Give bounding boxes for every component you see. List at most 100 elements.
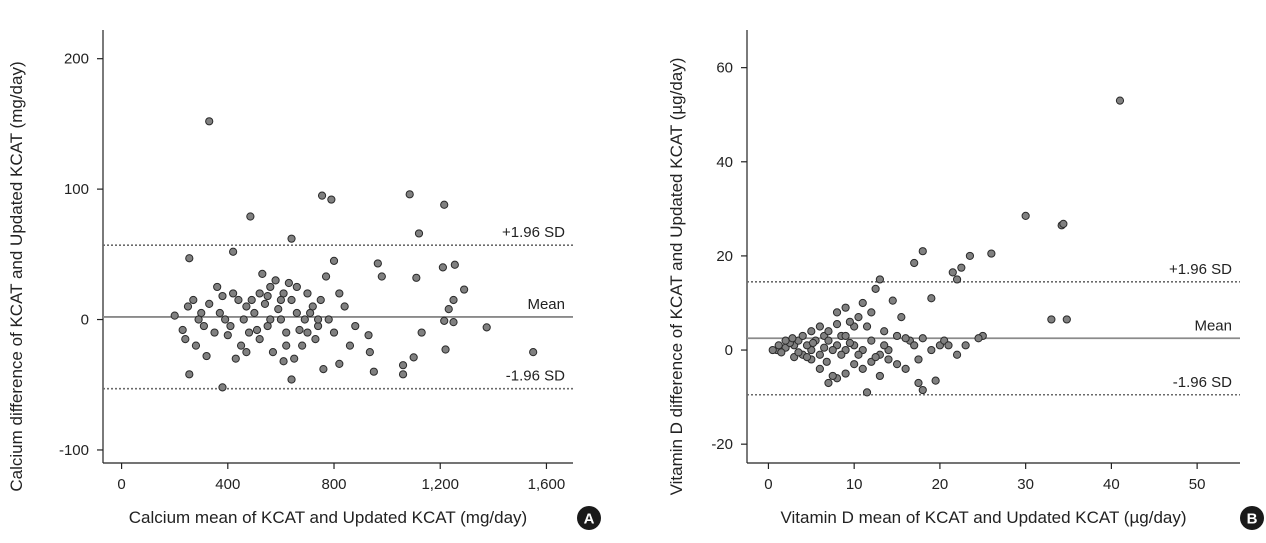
panel-a: 0 400 800 1,200 1,600 -100 0 100 200 +1.96 SD Mean… (7, 30, 601, 530)
data-point (482, 323, 491, 332)
x-axis-title: Calcium mean of KCAT and Updated KCAT (m… (129, 508, 527, 527)
data-point (875, 275, 884, 284)
data-point (901, 364, 910, 373)
data-point (927, 294, 936, 303)
y-tick-label: -100 (59, 442, 89, 459)
data-point (910, 341, 919, 350)
data-point (1115, 96, 1125, 105)
y-tick-label: 100 (64, 181, 89, 198)
data-point (987, 249, 996, 258)
data-point (398, 370, 408, 379)
data-point (210, 328, 219, 337)
data-point (901, 334, 910, 343)
x-tick-label: 400 (215, 476, 240, 493)
data-point (258, 269, 267, 278)
data-point (832, 320, 842, 329)
data-point (888, 296, 897, 305)
data-point (948, 268, 957, 277)
panel-badge (577, 506, 601, 530)
data-point (807, 327, 816, 336)
data-point (276, 315, 286, 324)
data-point (274, 305, 283, 314)
y-tick-label: 200 (64, 51, 89, 68)
data-point (441, 345, 450, 354)
data-point (229, 289, 238, 298)
data-point (910, 258, 919, 268)
data-point (178, 325, 187, 335)
data-point (287, 234, 296, 243)
data-point (276, 295, 286, 305)
data-point (282, 341, 291, 350)
panel-badge-letter: B (1247, 511, 1258, 528)
data-point (189, 295, 198, 305)
data-point (828, 345, 837, 355)
data-point (880, 341, 889, 350)
data-point (335, 359, 344, 368)
data-point (234, 295, 243, 305)
data-point (450, 260, 459, 269)
data-point (808, 338, 818, 348)
x-tick-label: 10 (846, 476, 863, 493)
data-point (329, 256, 339, 265)
data-point (255, 289, 264, 298)
data-point (306, 308, 315, 318)
x-tick-label: 50 (1189, 476, 1206, 493)
data-point (862, 388, 872, 397)
x-tick-label: 1,200 (421, 476, 459, 493)
data-point (231, 354, 240, 363)
data-point (183, 302, 193, 311)
data-point (798, 331, 807, 341)
data-point (1047, 315, 1056, 324)
data-point (303, 328, 312, 337)
data-point (529, 348, 538, 357)
data-point (774, 341, 783, 350)
data-point (181, 334, 190, 344)
data-point (965, 251, 975, 261)
data-point (199, 321, 209, 331)
data-point (287, 295, 296, 305)
data-point (252, 325, 262, 335)
data-point (282, 328, 291, 337)
data-point (345, 341, 355, 350)
data-point (961, 341, 970, 350)
data-point (854, 312, 863, 322)
data-point (822, 357, 831, 366)
data-point (364, 331, 373, 340)
data-point (244, 328, 254, 337)
data-point (815, 322, 824, 331)
data-point (246, 212, 255, 221)
data-point (329, 328, 339, 337)
data-point (417, 328, 426, 337)
y-tick-label: -20 (711, 436, 733, 453)
data-point (875, 371, 884, 381)
data-point (841, 331, 850, 341)
y-tick-label: 0 (725, 342, 733, 359)
data-point (867, 308, 876, 317)
y-tick-label: 0 (81, 312, 89, 329)
data-point (405, 190, 414, 199)
data-point (815, 364, 824, 373)
data-point (897, 312, 906, 322)
x-axis-title: Vitamin D mean of KCAT and Updated KCAT … (780, 508, 1186, 527)
data-point (213, 282, 222, 292)
data-point (202, 351, 211, 361)
data-point (242, 348, 251, 357)
data-point (266, 282, 275, 292)
data-point (444, 305, 453, 314)
data-point (247, 295, 256, 305)
panel-badge-letter: A (584, 511, 595, 528)
x-tick-label: 0 (117, 476, 125, 493)
data-point (828, 371, 837, 381)
data-point (1059, 219, 1068, 229)
data-point (974, 334, 983, 343)
data-point (351, 321, 360, 331)
data-point (918, 247, 927, 256)
y-tick-label: 60 (716, 60, 733, 77)
data-point (236, 341, 246, 350)
data-point (365, 348, 374, 357)
x-tick-label: 20 (932, 476, 949, 493)
data-point (802, 353, 812, 362)
x-tick-label: 1,600 (528, 476, 566, 493)
x-tick-label: 0 (764, 476, 772, 493)
data-point (449, 318, 458, 327)
